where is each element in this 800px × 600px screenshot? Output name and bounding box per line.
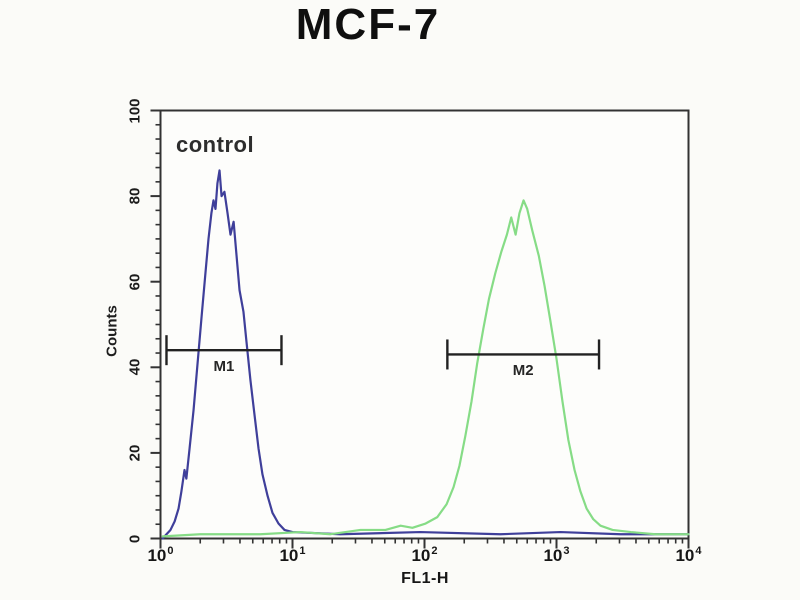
x-tick-exponent: 3 [563,544,570,557]
y-tick-label-40: 40 [126,358,143,376]
x-tick-label-10e1: 101 [279,544,306,566]
x-tick-label-10e2: 102 [411,544,438,566]
x-axis-label: FL1-H [401,570,449,587]
x-tick-exponent: 0 [167,544,174,557]
gate-label-m1: M1 [213,358,235,376]
x-tick-label-10e4: 104 [675,544,702,566]
plot-frame [159,109,690,540]
gate-label-m2: M2 [512,362,534,380]
x-tick-base: 10 [279,545,299,565]
x-tick-base: 10 [543,545,563,565]
x-tick-label-10e3: 103 [543,544,570,566]
y-tick-label-20: 20 [126,444,143,462]
y-axis-label: Counts [103,305,121,357]
control-series-label: control [176,132,255,157]
chart-title: MCF-7 [295,0,441,49]
x-tick-base: 10 [147,545,167,565]
y-tick-label-0: 0 [126,534,143,543]
y-tick-label-80: 80 [126,187,143,205]
stained-curve [161,199,690,538]
x-tick-label-10e0: 100 [147,544,174,566]
x-tick-exponent: 1 [299,544,306,557]
x-tick-base: 10 [411,545,431,565]
y-tick-label-100: 100 [126,97,143,124]
x-tick-exponent: 4 [695,544,702,557]
x-tick-base: 10 [675,545,695,565]
y-tick-label-60: 60 [126,273,143,291]
x-tick-exponent: 2 [431,544,438,557]
control-curve [161,169,690,540]
